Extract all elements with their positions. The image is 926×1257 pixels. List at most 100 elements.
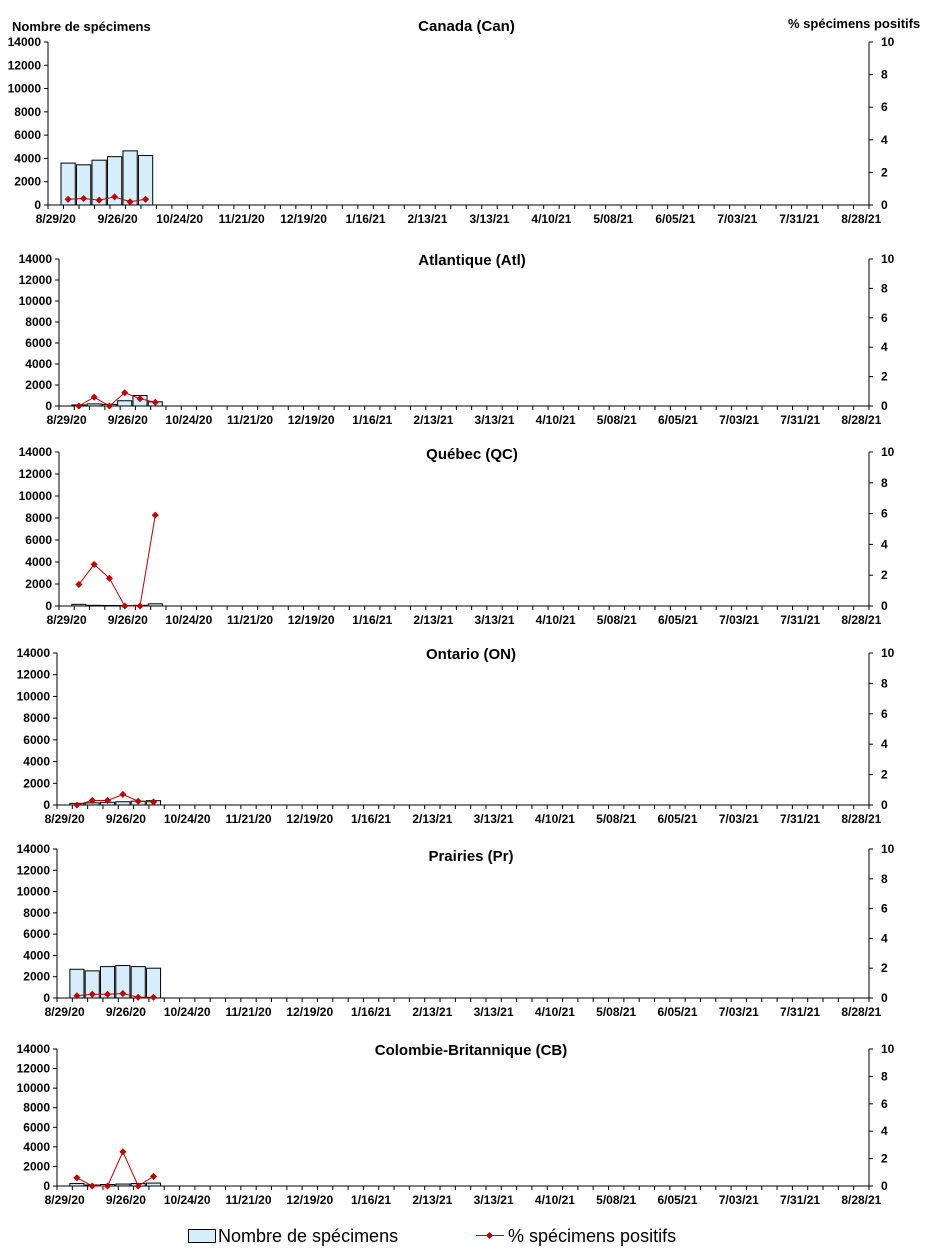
x-tick-label-2: 3/13/21 bbox=[475, 613, 515, 627]
x-tick-label-3: 11/21/20 bbox=[225, 812, 271, 826]
x-tick-label-5: 6/05/21 bbox=[657, 1193, 697, 1207]
x-tick-label-4: 3/13/21 bbox=[474, 1005, 514, 1019]
line-point-2-1 bbox=[90, 560, 98, 568]
y-left-tick-label-4: 2000 bbox=[23, 970, 50, 984]
charts-svg: Nombre de spécimens % spécimens positifs C… bbox=[8, 16, 921, 1207]
y-right-tick-label-0: 0 bbox=[881, 198, 888, 212]
y-left-tick-label-3: 14000 bbox=[17, 646, 51, 660]
line-point-4-4 bbox=[134, 993, 142, 1001]
x-tick-label-2: 12/19/20 bbox=[288, 613, 335, 627]
x-tick-label-3: 4/10/21 bbox=[535, 812, 575, 826]
y-left-tick-label-3: 12000 bbox=[17, 668, 51, 682]
bar-4-5 bbox=[145, 967, 162, 999]
x-tick-label-1: 11/21/20 bbox=[227, 413, 273, 427]
x-tick-label-0: 3/13/21 bbox=[469, 212, 509, 226]
line-point-1-1 bbox=[90, 393, 98, 401]
x-tick-label-5: 5/08/21 bbox=[596, 1193, 636, 1207]
y-right-tick-label-5: 4 bbox=[881, 1124, 888, 1138]
y-right-tick-label-2: 4 bbox=[881, 537, 888, 551]
x-tick-label-1: 10/24/20 bbox=[166, 413, 213, 427]
y-left-tick-label-4: 6000 bbox=[23, 927, 50, 941]
x-tick-label-0: 9/26/20 bbox=[98, 212, 138, 226]
y-right-tick-label-5: 0 bbox=[881, 1179, 888, 1193]
y-left-tick-label-2: 2000 bbox=[25, 577, 52, 591]
bar-5-5 bbox=[145, 1182, 162, 1187]
x-tick-label-5: 8/29/20 bbox=[45, 1193, 85, 1207]
y-left-tick-label-5: 8000 bbox=[23, 1101, 50, 1115]
x-tick-label-5: 2/13/21 bbox=[412, 1193, 452, 1207]
x-tick-label-5: 10/24/20 bbox=[164, 1193, 211, 1207]
y-right-tick-label-1: 6 bbox=[881, 311, 888, 325]
x-tick-label-1: 12/19/20 bbox=[288, 413, 335, 427]
x-tick-label-3: 2/13/21 bbox=[412, 812, 452, 826]
line-point-4-5 bbox=[149, 993, 158, 1001]
x-tick-label-1: 4/10/21 bbox=[536, 413, 576, 427]
y-right-tick-label-4: 4 bbox=[881, 931, 888, 945]
y-left-tick-label-1: 12000 bbox=[19, 273, 53, 287]
x-tick-label-0: 2/13/21 bbox=[407, 212, 447, 226]
x-tick-label-2: 8/28/21 bbox=[841, 613, 881, 627]
line-point-3-1 bbox=[88, 796, 96, 804]
x-tick-label-2: 10/24/20 bbox=[166, 613, 213, 627]
y-left-tick-label-4: 4000 bbox=[23, 948, 50, 962]
legend: Nombre de spécimens % spécimens positifs bbox=[0, 1222, 926, 1252]
y-left-tick-label-3: 0 bbox=[43, 798, 50, 812]
x-tick-label-2: 8/29/20 bbox=[47, 613, 87, 627]
chart-title-5: Colombie-Britannique (CB) bbox=[375, 1042, 568, 1059]
x-tick-label-5: 1/16/21 bbox=[351, 1193, 391, 1207]
y-left-tick-label-0: 8000 bbox=[14, 105, 41, 119]
y-left-tick-label-2: 14000 bbox=[19, 445, 53, 459]
y-right-tick-label-2: 0 bbox=[881, 599, 888, 613]
line-point-0-2 bbox=[95, 196, 103, 204]
x-tick-label-5: 4/10/21 bbox=[535, 1193, 575, 1207]
y-left-tick-label-4: 8000 bbox=[23, 906, 50, 920]
x-tick-label-0: 8/29/20 bbox=[36, 212, 76, 226]
y-right-tick-label-3: 6 bbox=[881, 707, 888, 721]
y-left-tick-label-1: 10000 bbox=[19, 294, 53, 308]
y-right-tick-label-0: 4 bbox=[881, 133, 888, 147]
y-left-tick-label-3: 4000 bbox=[23, 755, 50, 769]
y-left-tick-label-5: 4000 bbox=[23, 1140, 50, 1154]
line-point-0-3 bbox=[111, 193, 119, 201]
chart-title-0: Canada (Can) bbox=[418, 18, 515, 35]
bar-4-1 bbox=[84, 970, 100, 999]
x-tick-label-3: 10/24/20 bbox=[164, 812, 211, 826]
y-right-tick-label-2: 10 bbox=[881, 445, 895, 459]
x-tick-label-1: 2/13/21 bbox=[413, 413, 453, 427]
x-tick-label-3: 5/08/21 bbox=[596, 812, 636, 826]
line-point-2-3 bbox=[121, 602, 129, 610]
y-right-tick-label-4: 8 bbox=[881, 872, 888, 886]
bar-0-0 bbox=[60, 162, 76, 206]
line-point-0-5 bbox=[142, 195, 150, 203]
line-point-2-4 bbox=[136, 602, 144, 610]
y-left-tick-label-2: 12000 bbox=[19, 467, 53, 481]
x-tick-label-4: 2/13/21 bbox=[412, 1005, 452, 1019]
line-point-3-5 bbox=[149, 798, 158, 806]
x-tick-label-4: 1/16/21 bbox=[351, 1005, 391, 1019]
x-tick-label-0: 1/16/21 bbox=[346, 212, 386, 226]
x-tick-label-5: 9/26/20 bbox=[106, 1193, 146, 1207]
y-right-tick-label-1: 0 bbox=[881, 399, 888, 413]
y-left-tick-label-3: 2000 bbox=[23, 776, 50, 790]
y-left-tick-label-5: 12000 bbox=[17, 1062, 51, 1076]
bar-2-5 bbox=[147, 603, 163, 607]
y-right-tick-label-0: 10 bbox=[881, 35, 895, 49]
x-tick-label-0: 5/08/21 bbox=[593, 212, 633, 226]
x-tick-label-4: 9/26/20 bbox=[106, 1005, 146, 1019]
legend-item-line: % spécimens positifs bbox=[476, 1222, 676, 1250]
line-point-2-0 bbox=[75, 580, 83, 588]
x-tick-label-3: 12/19/20 bbox=[286, 812, 333, 826]
x-tick-label-0: 8/28/21 bbox=[841, 212, 881, 226]
x-tick-label-1: 6/05/21 bbox=[658, 413, 698, 427]
y-left-tick-label-0: 10000 bbox=[8, 82, 42, 96]
bar-0-5 bbox=[137, 155, 154, 206]
y-right-tick-label-3: 4 bbox=[881, 737, 888, 751]
legend-item-bars: Nombre de spécimens bbox=[188, 1222, 398, 1250]
y-right-tick-label-5: 2 bbox=[881, 1152, 888, 1166]
x-tick-label-3: 7/03/21 bbox=[719, 812, 759, 826]
line-point-5-0 bbox=[73, 1174, 81, 1182]
y-left-tick-label-4: 12000 bbox=[17, 863, 51, 877]
y-right-tick-label-2: 6 bbox=[881, 507, 888, 521]
y-left-tick-label-2: 8000 bbox=[25, 511, 52, 525]
x-tick-label-3: 8/29/20 bbox=[45, 812, 85, 826]
